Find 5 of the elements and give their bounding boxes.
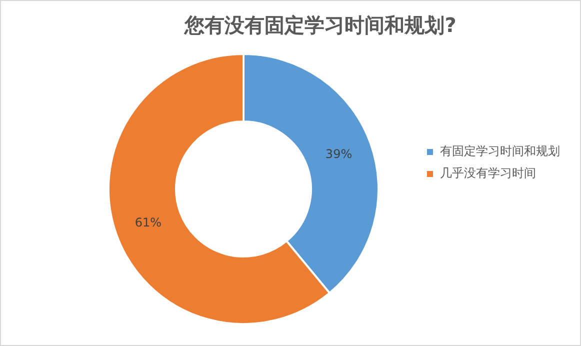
legend-label: 几乎没有学习时间 [440,166,536,180]
chart-title: 您有没有固定学习时间和规划? [184,13,456,38]
data-label: 39% [325,146,352,161]
data-label: 61% [134,215,162,230]
legend-label: 有固定学习时间和规划 [440,144,560,158]
